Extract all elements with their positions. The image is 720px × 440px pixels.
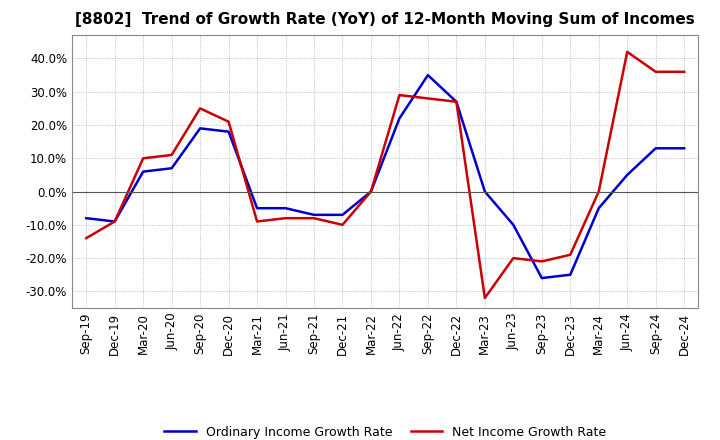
Net Income Growth Rate: [452, 99, 461, 104]
Net Income Growth Rate: [595, 189, 603, 194]
Ordinary Income Growth Rate: [537, 275, 546, 281]
Net Income Growth Rate: [537, 259, 546, 264]
Ordinary Income Growth Rate: [395, 116, 404, 121]
Ordinary Income Growth Rate: [480, 189, 489, 194]
Ordinary Income Growth Rate: [595, 205, 603, 211]
Net Income Growth Rate: [423, 96, 432, 101]
Line: Net Income Growth Rate: Net Income Growth Rate: [86, 52, 684, 298]
Net Income Growth Rate: [110, 219, 119, 224]
Ordinary Income Growth Rate: [167, 165, 176, 171]
Net Income Growth Rate: [139, 156, 148, 161]
Legend: Ordinary Income Growth Rate, Net Income Growth Rate: Ordinary Income Growth Rate, Net Income …: [159, 421, 611, 440]
Net Income Growth Rate: [509, 256, 518, 261]
Ordinary Income Growth Rate: [423, 73, 432, 78]
Net Income Growth Rate: [82, 235, 91, 241]
Ordinary Income Growth Rate: [366, 189, 375, 194]
Ordinary Income Growth Rate: [282, 205, 290, 211]
Net Income Growth Rate: [652, 69, 660, 74]
Net Income Growth Rate: [480, 295, 489, 301]
Title: [8802]  Trend of Growth Rate (YoY) of 12-Month Moving Sum of Incomes: [8802] Trend of Growth Rate (YoY) of 12-…: [76, 12, 695, 27]
Ordinary Income Growth Rate: [139, 169, 148, 174]
Net Income Growth Rate: [310, 216, 318, 221]
Line: Ordinary Income Growth Rate: Ordinary Income Growth Rate: [86, 75, 684, 278]
Ordinary Income Growth Rate: [452, 99, 461, 104]
Ordinary Income Growth Rate: [623, 172, 631, 178]
Ordinary Income Growth Rate: [196, 126, 204, 131]
Net Income Growth Rate: [253, 219, 261, 224]
Net Income Growth Rate: [566, 252, 575, 257]
Net Income Growth Rate: [225, 119, 233, 125]
Net Income Growth Rate: [623, 49, 631, 55]
Net Income Growth Rate: [167, 152, 176, 158]
Net Income Growth Rate: [338, 222, 347, 227]
Ordinary Income Growth Rate: [110, 219, 119, 224]
Ordinary Income Growth Rate: [509, 222, 518, 227]
Net Income Growth Rate: [366, 189, 375, 194]
Ordinary Income Growth Rate: [225, 129, 233, 134]
Ordinary Income Growth Rate: [566, 272, 575, 277]
Ordinary Income Growth Rate: [680, 146, 688, 151]
Ordinary Income Growth Rate: [338, 212, 347, 217]
Net Income Growth Rate: [196, 106, 204, 111]
Ordinary Income Growth Rate: [82, 216, 91, 221]
Net Income Growth Rate: [282, 216, 290, 221]
Ordinary Income Growth Rate: [310, 212, 318, 217]
Net Income Growth Rate: [680, 69, 688, 74]
Ordinary Income Growth Rate: [652, 146, 660, 151]
Net Income Growth Rate: [395, 92, 404, 98]
Ordinary Income Growth Rate: [253, 205, 261, 211]
